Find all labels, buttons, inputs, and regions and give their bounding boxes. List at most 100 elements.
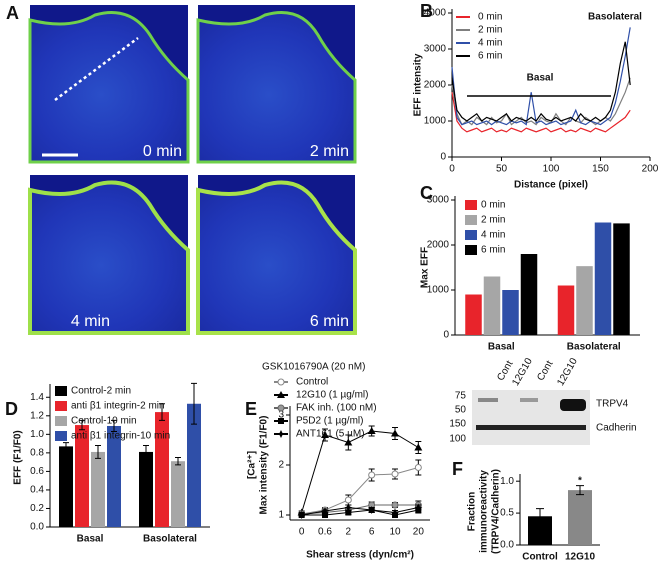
legend-label: 6 min xyxy=(478,51,502,62)
marker xyxy=(391,508,399,517)
legend-label: anti β1 integrin-10 min xyxy=(71,431,170,442)
mw-marker: 75 xyxy=(455,391,467,402)
band-label: Cadherin xyxy=(596,423,637,434)
bar xyxy=(107,425,121,527)
legend-swatch xyxy=(55,401,67,411)
bar xyxy=(594,222,612,335)
error-bar xyxy=(536,508,544,525)
y-axis-label: immunoreactivity xyxy=(479,470,490,553)
x-tick-label: 50 xyxy=(496,164,508,175)
x-tick-label: 12G10 xyxy=(565,552,595,563)
legend-swatch xyxy=(465,245,477,255)
legend-label: 12G10 (1 µg/ml) xyxy=(296,390,368,401)
annotation: Basolateral xyxy=(588,12,642,23)
legend-label: ANT161 (5 µM) xyxy=(296,429,365,440)
y-tick-label: 3000 xyxy=(427,195,450,206)
micrograph xyxy=(196,5,357,164)
x-tick-label: Basal xyxy=(77,534,104,545)
legend-label: 4 min xyxy=(478,38,502,49)
mw-marker: 100 xyxy=(449,434,466,445)
bar xyxy=(155,412,169,527)
bar xyxy=(187,403,201,527)
image-label: 2 min xyxy=(310,143,349,160)
x-tick-label: 200 xyxy=(642,164,659,175)
legend-swatch xyxy=(55,431,67,441)
legend-label: 0 min xyxy=(478,12,502,23)
error-bar xyxy=(63,442,69,451)
error-bar xyxy=(159,403,165,421)
annotation: Basal xyxy=(527,73,554,84)
bar xyxy=(171,461,185,527)
legend-label: anti β1 integrin-2 min xyxy=(71,401,165,412)
y-tick-label: 1000 xyxy=(424,116,447,127)
y-tick-label: 0.4 xyxy=(30,485,44,496)
marker xyxy=(277,430,285,438)
error-bar xyxy=(576,485,584,496)
x-tick-label: 6 xyxy=(369,527,375,538)
error-bar xyxy=(143,444,149,459)
line xyxy=(301,504,419,515)
lane-label: 12G10 xyxy=(510,356,535,388)
bar xyxy=(139,451,153,527)
y-tick-label: 0 xyxy=(440,152,446,163)
micrograph xyxy=(196,175,357,335)
line xyxy=(301,506,419,516)
legend-swatch xyxy=(465,230,477,240)
y-tick-label: 0.6 xyxy=(30,466,44,477)
y-tick-label: 3000 xyxy=(424,44,447,55)
marker xyxy=(391,470,399,478)
x-tick-label: Basolateral xyxy=(143,534,197,545)
marker xyxy=(414,464,422,471)
marker xyxy=(367,427,376,434)
error-bar xyxy=(79,419,85,431)
legend-label: 2 min xyxy=(478,25,502,36)
bar xyxy=(465,294,482,335)
x-tick-label: Basal xyxy=(488,342,515,353)
y-axis-label: [Ca²⁺] xyxy=(247,451,258,479)
y-tick-label: 0.5 xyxy=(500,508,514,519)
legend-swatch xyxy=(465,200,477,210)
panel-letter: C xyxy=(420,183,433,203)
error-bar xyxy=(175,457,181,466)
y-axis-label: Max intensity (F1/F0) xyxy=(259,416,270,515)
y-tick-label: 2000 xyxy=(427,240,450,251)
bar xyxy=(59,446,73,527)
y-axis-label: EFF (F1/F0) xyxy=(13,430,24,484)
mw-marker: 150 xyxy=(449,419,466,430)
legend-label: P5D2 (1 µg/ml) xyxy=(296,416,363,427)
marker xyxy=(321,431,329,438)
y-tick-label: 0.0 xyxy=(30,522,44,533)
error-bar xyxy=(191,382,197,425)
y-tick-label: 0.2 xyxy=(30,503,44,514)
x-tick-label: 20 xyxy=(413,527,425,538)
legend-label: 4 min xyxy=(481,230,505,241)
legend-label: Control-10 min xyxy=(71,416,137,427)
bar xyxy=(557,285,575,335)
lane-label: Cont xyxy=(535,359,555,383)
marker xyxy=(278,418,284,424)
bar xyxy=(502,290,519,335)
marker xyxy=(344,503,353,512)
x-tick-label: 10 xyxy=(389,527,401,538)
bar xyxy=(520,254,538,335)
line xyxy=(451,92,631,133)
x-axis-label: Distance (pixel) xyxy=(514,180,588,191)
bar xyxy=(568,490,592,545)
marker xyxy=(414,443,423,451)
legend-swatch xyxy=(465,215,477,225)
image-label: 4 min xyxy=(71,313,110,330)
legend-label: 0 min xyxy=(481,200,505,211)
panel-letter: F xyxy=(452,459,463,479)
x-tick-label: Control xyxy=(522,552,558,563)
error-bar xyxy=(95,444,101,459)
x-tick-label: 0 xyxy=(449,164,455,175)
marker xyxy=(345,509,352,516)
y-axis-label: Fraction xyxy=(467,492,478,531)
legend-swatch xyxy=(55,386,67,396)
micrograph-group xyxy=(28,5,357,335)
marker xyxy=(277,391,285,398)
y-tick-label: 0 xyxy=(443,330,449,341)
y-tick-label: 1.4 xyxy=(30,392,44,403)
